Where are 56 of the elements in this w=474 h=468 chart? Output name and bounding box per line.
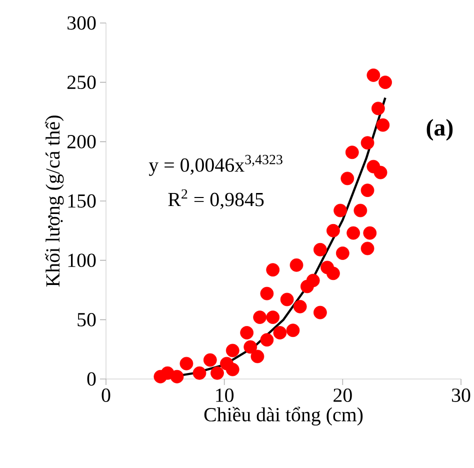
y-tick-label: 300 [68, 16, 96, 30]
y-tick-label: 0 [87, 372, 96, 386]
point [313, 242, 327, 256]
annotation: (a) [426, 118, 453, 141]
point [260, 286, 274, 300]
point [226, 344, 240, 358]
point [313, 306, 327, 320]
point [273, 326, 287, 340]
point [203, 353, 217, 367]
point [280, 292, 294, 306]
point [306, 274, 320, 288]
annotation: y = 0,0046x$^{3,4323}$ [148, 154, 282, 176]
x-axis-title: Chiều dài tổng (cm) [204, 406, 363, 426]
annotation: R$^{2}$ = 0,9845 [168, 189, 264, 210]
y-tick-label: 200 [67, 134, 96, 148]
point [345, 146, 359, 160]
y-tick-label: 50 [78, 312, 96, 326]
x-tick-label: 20 [334, 388, 352, 402]
point [293, 300, 307, 314]
point [371, 102, 385, 116]
point [336, 246, 350, 260]
point [192, 366, 206, 380]
y-axis-title: Khối lượng (g/cá thể) [45, 116, 64, 287]
point [260, 333, 274, 347]
point [266, 263, 280, 277]
point [346, 226, 360, 240]
point [334, 204, 347, 218]
point [326, 224, 340, 238]
point [290, 258, 304, 272]
point [226, 362, 240, 376]
point [340, 172, 354, 186]
point [240, 326, 254, 340]
point [320, 260, 334, 274]
point [376, 118, 390, 132]
y-tick-label: 150 [68, 194, 96, 208]
point [170, 370, 184, 384]
point [286, 324, 300, 338]
point [180, 356, 194, 370]
point [360, 242, 374, 256]
point [360, 136, 374, 150]
point [378, 76, 392, 90]
x-tick-label: 30 [452, 388, 470, 402]
point [363, 226, 377, 240]
point [366, 160, 380, 174]
point [244, 340, 258, 354]
point [366, 68, 380, 82]
point [253, 310, 267, 324]
point [250, 350, 264, 364]
point [354, 204, 368, 218]
x-tick-label: 10 [216, 388, 234, 402]
point [360, 184, 374, 198]
point [266, 310, 280, 324]
x-tick-label: 0 [102, 388, 110, 402]
y-tick-label: 100 [68, 254, 96, 268]
point [210, 366, 224, 380]
y-tick-label: 250 [67, 76, 96, 90]
